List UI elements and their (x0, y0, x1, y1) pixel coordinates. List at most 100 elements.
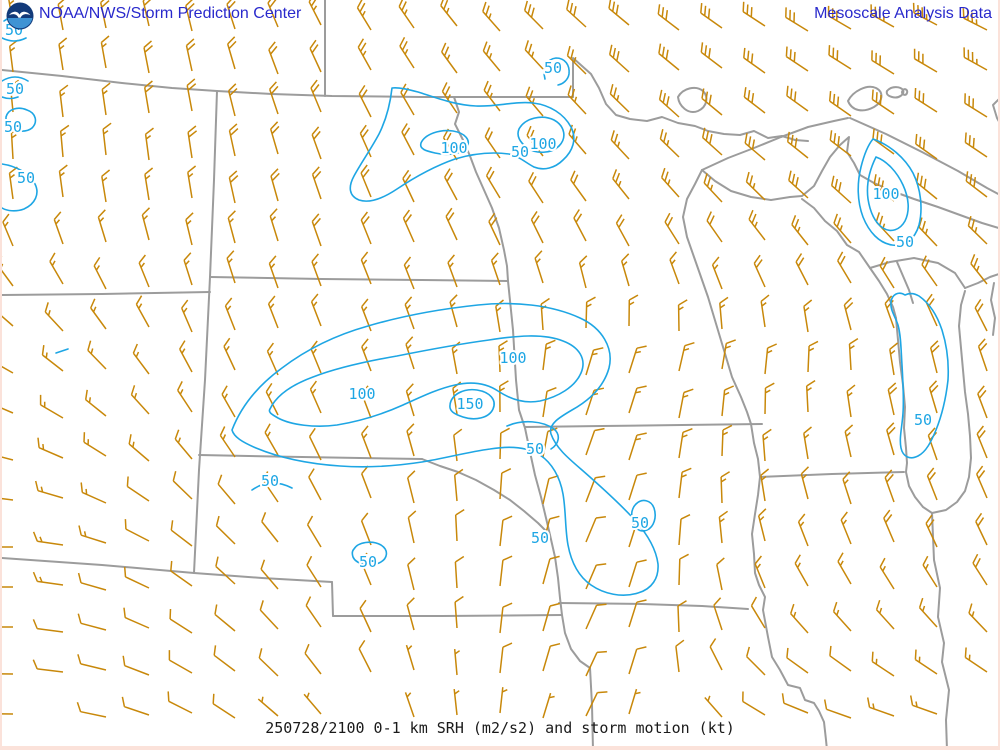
wind-barb (170, 560, 193, 587)
wind-barb (77, 654, 107, 671)
wind-barb (97, 209, 107, 243)
il-in-border (931, 512, 950, 746)
wind-barb (80, 482, 107, 504)
wind-barb (454, 595, 464, 629)
wind-barb (807, 340, 819, 373)
wind-barb (2, 673, 14, 675)
wind-barb (628, 559, 647, 588)
wind-barb (628, 472, 647, 501)
contour-label: 100 (440, 139, 467, 157)
wind-barb (358, 639, 372, 673)
wind-barb (789, 603, 809, 634)
wind-barb (585, 515, 606, 543)
wind-barb (612, 169, 630, 200)
wind-barb (2, 713, 14, 715)
contour-label: 50 (4, 118, 22, 136)
wind-barb (701, 127, 723, 156)
wind-barb (185, 0, 195, 32)
wind-barb (669, 251, 680, 285)
wind-barb (795, 253, 809, 286)
wind-barb (760, 468, 770, 502)
wind-barb (228, 170, 239, 204)
srh-lake-mi-50 (890, 292, 950, 459)
wind-barb (37, 437, 64, 459)
wind-barb (215, 515, 236, 545)
wind-barb (963, 47, 988, 71)
wind-barb (743, 47, 766, 74)
green-bay-west-shore (869, 267, 897, 319)
srh-central-outer-50 (231, 302, 659, 596)
wind-barb (357, 38, 372, 71)
wind-barb (58, 164, 68, 198)
wind-barb (879, 557, 895, 590)
srh-nd-outer-50 (349, 86, 575, 202)
wind-barb (224, 297, 236, 331)
wind-barb (311, 253, 322, 287)
wind-barb (84, 389, 107, 417)
wind-barb (102, 122, 112, 156)
wind-barb (226, 0, 236, 30)
wind-barb (499, 515, 513, 547)
wind-barb (628, 385, 647, 414)
wind-barb (53, 211, 64, 245)
wind-barb (308, 0, 322, 26)
wind-barb (803, 426, 812, 460)
wind-barb (585, 603, 607, 630)
wind-barb (360, 425, 372, 459)
contour-label: 100 (872, 185, 899, 203)
wind-barb (181, 299, 193, 333)
wind-barb (846, 384, 856, 418)
wind-barb (760, 294, 770, 328)
wind-barb (495, 299, 504, 333)
wind-barb (573, 209, 587, 242)
wind-barb (534, 250, 544, 284)
wind-barb (842, 471, 852, 505)
wind-barb (311, 213, 322, 247)
wind-barb (490, 252, 501, 286)
wind-barb (264, 423, 279, 456)
wind-barb (805, 379, 816, 413)
wind-barb (788, 170, 809, 199)
wind-barb (913, 48, 938, 73)
mississippi-river (750, 423, 828, 746)
wind-barb (829, 645, 852, 672)
wind-barb (90, 298, 107, 330)
wind-barb (871, 50, 895, 75)
wind-barb (970, 254, 988, 285)
wind-barb (100, 35, 110, 69)
wind-barb (827, 5, 852, 30)
ks-ne-border (332, 614, 563, 617)
wind-barb (928, 380, 939, 414)
wind-barb (2, 256, 14, 287)
wind-barb (706, 211, 723, 243)
srh-dash (55, 348, 69, 354)
mt-east-border (209, 90, 218, 278)
wind-barb (962, 8, 988, 31)
wind-barb (356, 0, 372, 31)
wind-barb (227, 83, 238, 117)
wind-barb (585, 347, 604, 376)
wind-barb (914, 649, 938, 675)
wind-barb (977, 338, 988, 372)
srh-small-oval-a (351, 541, 388, 566)
wind-barb (832, 601, 852, 632)
wind-barb (975, 512, 988, 546)
superior-north-shore (701, 117, 849, 171)
wind-barb (718, 510, 729, 544)
wind-barb (221, 385, 236, 418)
wind-barb (499, 687, 508, 714)
wind-barb (721, 339, 736, 370)
wind-barb (124, 519, 150, 542)
wind-barb (830, 175, 852, 204)
wind-barb (608, 44, 630, 73)
wind-barb (499, 555, 513, 587)
wind-barb (441, 42, 458, 74)
wind-barb (972, 553, 988, 586)
wind-barb (309, 380, 322, 414)
wind-barb (447, 254, 458, 288)
wind-barb (964, 93, 988, 118)
wind-barb (228, 123, 239, 157)
wind-barb (453, 428, 463, 462)
wind-barb (407, 510, 417, 544)
wind-barb (403, 256, 415, 290)
